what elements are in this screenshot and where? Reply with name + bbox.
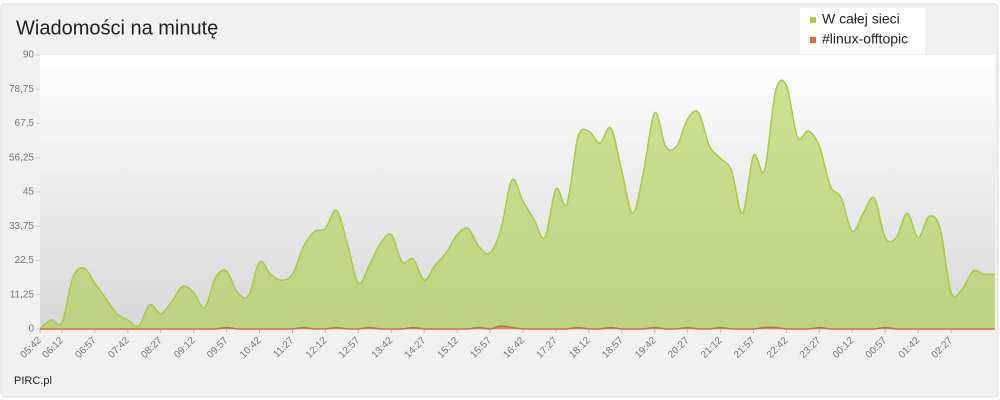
- legend-swatch: [810, 17, 816, 23]
- y-tick-label: 33,75: [9, 221, 34, 232]
- credit: PIRC.pl: [14, 375, 52, 387]
- legend: [800, 8, 925, 54]
- y-tick-label: 0: [28, 324, 34, 335]
- legend-label: #linux-offtopic: [822, 31, 908, 47]
- y-tick-label: 78,75: [9, 84, 34, 95]
- chart-title: Wiadomości na minutę: [16, 17, 218, 39]
- y-tick-label: 90: [23, 50, 35, 61]
- area-fill: [40, 80, 995, 330]
- series-line: [40, 325, 995, 330]
- y-tick-label: 56,25: [9, 152, 34, 163]
- legend-label: W całej sieci: [822, 11, 900, 27]
- y-tick-label: 45: [23, 187, 35, 198]
- y-tick-label: 11,25: [10, 289, 35, 300]
- y-tick-label: 22,5: [15, 255, 35, 266]
- legend-swatch: [810, 37, 816, 43]
- y-tick-label: 67,5: [15, 118, 35, 129]
- series-line: [39, 79, 996, 330]
